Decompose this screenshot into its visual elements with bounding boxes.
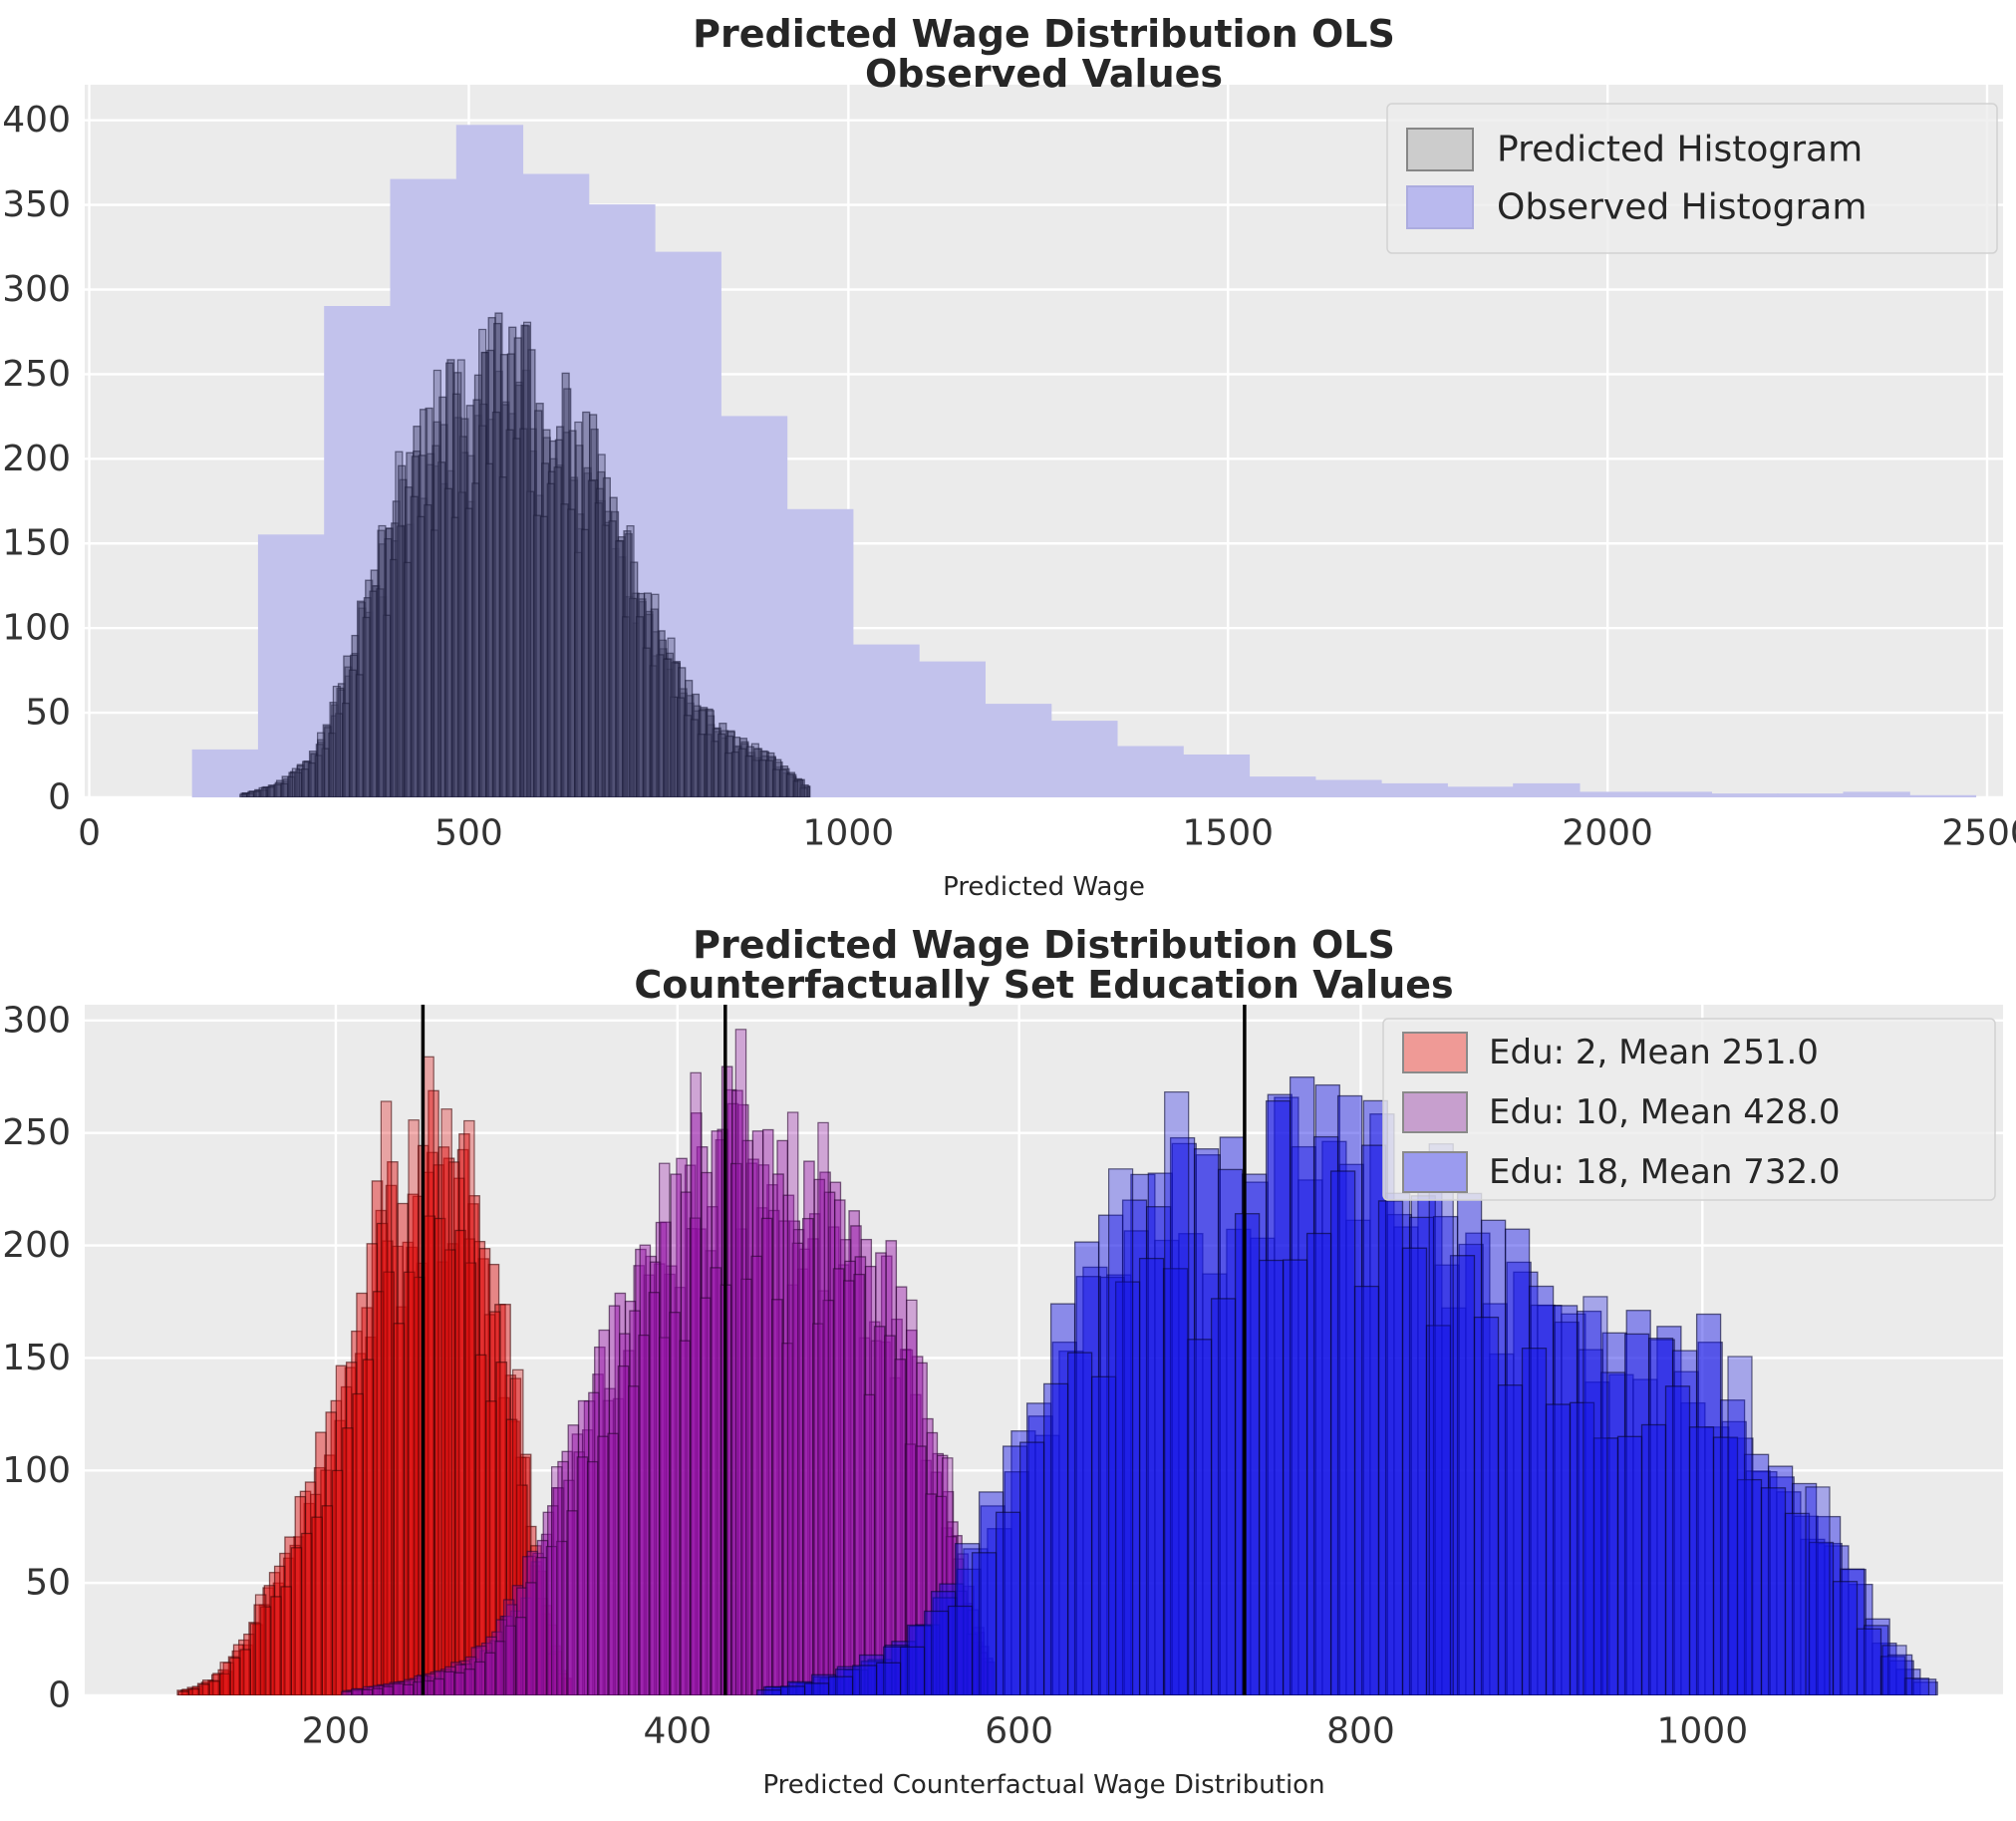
observed-bar — [191, 749, 259, 797]
legend-swatch — [1402, 1091, 1468, 1133]
observed-bar — [1116, 746, 1184, 797]
observed-bar — [1182, 755, 1251, 797]
legend: Predicted Histogram Observed Histogram — [1386, 103, 1998, 254]
predicted-histogram — [239, 312, 811, 797]
y-tick-label: 400 — [2, 100, 71, 141]
edu-10-histogram — [341, 1029, 996, 1695]
legend-swatch — [1402, 1151, 1468, 1193]
y-tick-label: 150 — [2, 523, 71, 564]
legend-swatch — [1406, 185, 1474, 229]
x-tick-label: 1000 — [803, 813, 895, 854]
observed-bar — [1249, 776, 1316, 797]
plot-area — [191, 125, 1977, 797]
x-tick-label: 200 — [302, 1711, 371, 1752]
legend-label: Edu: 2, Mean 251.0 — [1489, 1033, 1819, 1072]
y-tick-label: 300 — [2, 269, 71, 310]
observed-bar — [1908, 794, 1977, 797]
x-tick-label: 1000 — [1656, 1711, 1748, 1752]
y-tick-label: 0 — [48, 1675, 71, 1716]
observed-bar — [1843, 791, 1910, 797]
tick-labels: 200 400 600 800 1000 0 50 100 150 200 250 300 — [2, 1000, 1748, 1751]
y-tick-label: 250 — [2, 1112, 71, 1153]
chart-title-line2: Observed Values — [865, 52, 1223, 96]
bottom-chart: 200 400 600 800 1000 0 50 100 150 200 250 300 Predic… — [2, 923, 2003, 1800]
x-tick-label: 500 — [434, 813, 503, 854]
chart-title-line2: Counterfactually Set Education Values — [634, 963, 1453, 1007]
observed-bar — [1513, 782, 1581, 797]
observed-bar — [918, 661, 987, 797]
plot-area — [176, 1005, 1938, 1695]
x-axis-label: Predicted Wage — [943, 872, 1145, 902]
chart-title-line1: Predicted Wage Distribution OLS — [693, 12, 1395, 56]
y-tick-label: 100 — [2, 608, 71, 649]
x-tick-label: 600 — [985, 1711, 1053, 1752]
y-tick-label: 300 — [2, 1000, 71, 1041]
observed-bar — [1711, 793, 1779, 797]
legend-swatch — [1406, 128, 1474, 171]
x-tick-label: 400 — [643, 1711, 712, 1752]
y-tick-label: 0 — [48, 777, 71, 818]
legend-label: Observed Histogram — [1497, 187, 1867, 228]
observed-bar — [1380, 782, 1448, 797]
edu-2-histogram — [176, 1056, 573, 1695]
observed-bar — [1579, 791, 1646, 797]
x-tick-label: 0 — [78, 813, 101, 854]
observed-bar — [1446, 786, 1515, 797]
y-tick-label: 250 — [2, 354, 71, 395]
legend-box — [1386, 103, 1998, 254]
observed-bar — [1644, 791, 1712, 797]
y-tick-label: 150 — [2, 1338, 71, 1378]
legend-box — [1382, 1018, 1996, 1201]
legend-label: Predicted Histogram — [1497, 130, 1863, 170]
observed-bar — [985, 704, 1052, 797]
y-tick-label: 100 — [2, 1450, 71, 1491]
legend: Edu: 2, Mean 251.0 Edu: 10, Mean 428.0 Edu… — [1382, 1018, 1996, 1201]
y-tick-label: 200 — [2, 439, 71, 479]
legend-label: Edu: 18, Mean 732.0 — [1489, 1152, 1841, 1192]
observed-bar — [786, 508, 854, 797]
observed-bar — [1314, 779, 1382, 797]
observed-bar — [852, 644, 920, 797]
observed-bar — [1777, 793, 1845, 797]
y-tick-label: 200 — [2, 1225, 71, 1266]
observed-bar — [720, 416, 788, 797]
x-tick-label: 1500 — [1182, 813, 1274, 854]
y-tick-label: 350 — [2, 184, 71, 225]
edu-18-histogram — [755, 1076, 1938, 1695]
chart-title-line1: Predicted Wage Distribution OLS — [693, 923, 1395, 967]
y-tick-label: 50 — [25, 693, 71, 734]
x-tick-label: 2000 — [1562, 813, 1653, 854]
x-axis-label: Predicted Counterfactual Wage Distributi… — [762, 1770, 1324, 1800]
legend-label: Edu: 10, Mean 428.0 — [1489, 1092, 1841, 1132]
x-tick-label: 800 — [1326, 1711, 1395, 1752]
observed-bar — [1050, 721, 1118, 797]
legend-swatch — [1402, 1032, 1468, 1073]
y-tick-label: 50 — [25, 1563, 71, 1604]
